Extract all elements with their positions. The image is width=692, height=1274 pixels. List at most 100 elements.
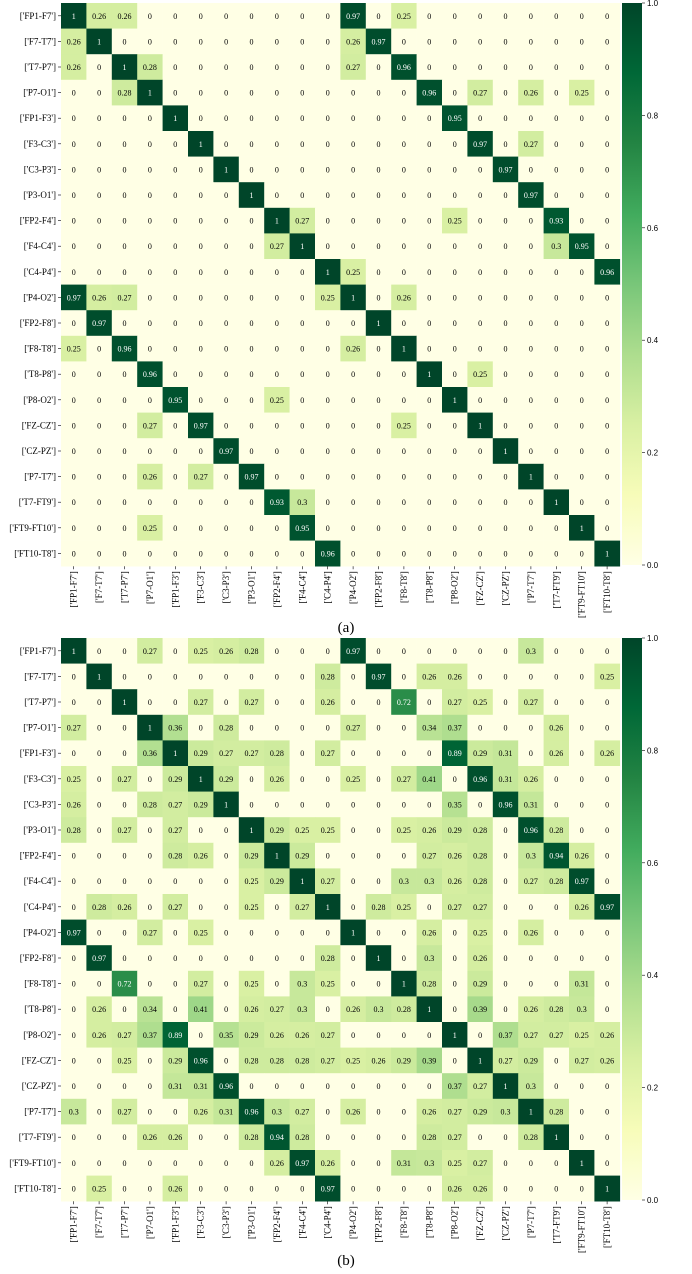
heatmap-a-cell-value: 0.27: [194, 473, 208, 482]
heatmap-b-cell-value: 1: [224, 800, 228, 809]
heatmap-b-cell-value: 0: [199, 826, 203, 835]
heatmap-a-cell: [543, 79, 570, 106]
heatmap-b-cell-value: 0: [529, 980, 533, 989]
heatmap-b-cell: [543, 740, 570, 767]
heatmap-a-cell: [442, 284, 468, 311]
heatmap-a-cell: [467, 233, 494, 260]
heatmap-a-cell: [111, 156, 138, 183]
heatmap-b-cell-value: 0: [173, 672, 177, 681]
heatmap-b-cell-value: 0.29: [397, 1056, 411, 1065]
heatmap-a-cell: [492, 361, 519, 388]
caption-b: (b): [337, 1253, 355, 1269]
heatmap-b-cell-value: 0: [605, 1159, 609, 1168]
heatmap-b-cell-value: 0: [72, 698, 76, 707]
heatmap-a-cell: [188, 28, 214, 55]
heatmap-b-cell-value: 0: [97, 647, 101, 656]
heatmap-b-cell-value: 0: [504, 852, 508, 861]
heatmap-a-cell-value: 0: [427, 191, 431, 200]
heatmap-a-cell-value: 0: [580, 396, 584, 405]
heatmap-b-cell-value: 0.27: [270, 1005, 284, 1014]
heatmap-a-cell-value: 0: [351, 524, 355, 533]
heatmap-a-cell: [315, 233, 341, 260]
heatmap-b-cell-value: 0.27: [245, 698, 259, 707]
heatmap-a-cell-value: 0: [123, 549, 127, 558]
heatmap-b-cell: [162, 766, 189, 792]
heatmap-b-cell-value: 0: [72, 1005, 76, 1014]
heatmap-a-cell-value: 0.27: [473, 89, 487, 98]
heatmap-a-cell: [188, 463, 214, 490]
heatmap-a-cell: [492, 387, 519, 413]
heatmap-a-cell: [111, 79, 138, 106]
heatmap-a-cell: [162, 156, 189, 183]
heatmap-b-cell: [111, 638, 138, 664]
heatmap-b-cell-value: 0: [72, 1082, 76, 1091]
heatmap-a-cell: [61, 79, 87, 106]
heatmap-a-xtick-label: ['FT10-T8']: [602, 571, 612, 613]
heatmap-a-cell: [391, 335, 417, 362]
heatmap-b-cell-value: 0: [224, 698, 228, 707]
heatmap-a-cell-value: 0: [97, 89, 101, 98]
heatmap-b-cell: [238, 817, 265, 844]
heatmap-a-cell: [162, 310, 189, 337]
heatmap-b-cell-value: 0.27: [321, 1056, 335, 1065]
heatmap-a-cell-value: 0: [605, 217, 609, 226]
heatmap-b-cell-value: 0.27: [448, 903, 462, 912]
heatmap-a-cell-value: 1: [173, 114, 177, 123]
heatmap-a-cell-value: 0: [453, 191, 457, 200]
heatmap-a-cell-value: 0: [427, 140, 431, 149]
heatmap-a-cell-value: 0: [427, 165, 431, 174]
heatmap-b-cell-value: 0.26: [422, 928, 436, 937]
heatmap-a-cell: [391, 515, 417, 541]
heatmap-a-cell: [467, 131, 494, 157]
heatmap-a-cell: [518, 3, 544, 29]
heatmap-a-cell: [365, 105, 392, 132]
heatmap-a-cell-value: 0.27: [524, 140, 538, 149]
heatmap-a-cell-value: 0: [72, 370, 76, 379]
heatmap-b-cell-value: 0.97: [346, 647, 360, 656]
heatmap-a-cell: [61, 284, 87, 311]
heatmap-b-cell-value: 0: [453, 928, 457, 937]
heatmap-a-cell: [467, 515, 494, 541]
heatmap-a-cell: [213, 182, 240, 209]
heatmap-a-cell: [340, 310, 367, 337]
heatmap-b-cell-value: 0: [72, 852, 76, 861]
heatmap-a-cell-value: 0: [275, 345, 279, 354]
heatmap-a-cell: [569, 515, 595, 541]
heatmap-b-cell: [492, 663, 519, 690]
heatmap-a-cell-value: 0.25: [270, 396, 284, 405]
heatmap-a-cell: [289, 335, 316, 362]
heatmap-a-cell-value: 0: [123, 37, 127, 46]
heatmap-b-cell-value: 0.3: [297, 1005, 307, 1014]
heatmap-a-cell-value: 0: [351, 114, 355, 123]
heatmap-a-cell: [238, 28, 265, 55]
heatmap-a-cell-value: 0: [199, 217, 203, 226]
heatmap-b-cell-value: 0: [275, 647, 279, 656]
heatmap-a-cell-value: 0.97: [194, 421, 208, 430]
heatmap-a-cell-value: 1: [72, 12, 76, 21]
heatmap-b-cell: [162, 689, 189, 716]
heatmap-b-cell-value: 0.41: [194, 1005, 208, 1014]
heatmap-b-cell-value: 0: [224, 877, 228, 886]
heatmap-a-cell-value: 0: [224, 191, 228, 200]
heatmap-a-cell: [238, 463, 265, 490]
heatmap-b-cell: [289, 689, 316, 716]
heatmap-a-cell: [594, 335, 621, 362]
heatmap-a-cell: [518, 387, 544, 413]
heatmap-a-cell-value: 0: [504, 63, 508, 72]
heatmap-b-cell: [442, 663, 468, 690]
heatmap-a-cell-value: 0.3: [297, 498, 307, 507]
heatmap-a-cell: [340, 156, 367, 183]
heatmap-a-cell-value: 0.26: [346, 345, 360, 354]
heatmap-a-cell-value: 0: [275, 37, 279, 46]
heatmap-a-cell-value: 0: [326, 165, 330, 174]
heatmap-b-cell-value: 0.27: [295, 1108, 309, 1117]
heatmap-b-cell-value: 0.26: [422, 672, 436, 681]
heatmap-a-cell-value: 0.26: [346, 37, 360, 46]
heatmap-b-cell: [213, 714, 240, 741]
heatmap-b-cell-value: 0.3: [424, 954, 434, 963]
heatmap-a: 1 0.26 0.26 0 0 0 0 0 0 0 0 0.97 0 0.25 0 0 0 0 0 0 0 00.26 1 0…: [9, 0, 658, 636]
heatmap-a-cell-value: 0: [554, 447, 558, 456]
heatmap-a-cell-value: 0: [123, 217, 127, 226]
heatmap-a-cell-value: 0: [300, 37, 304, 46]
heatmap-b-cell-value: 0: [97, 1056, 101, 1065]
